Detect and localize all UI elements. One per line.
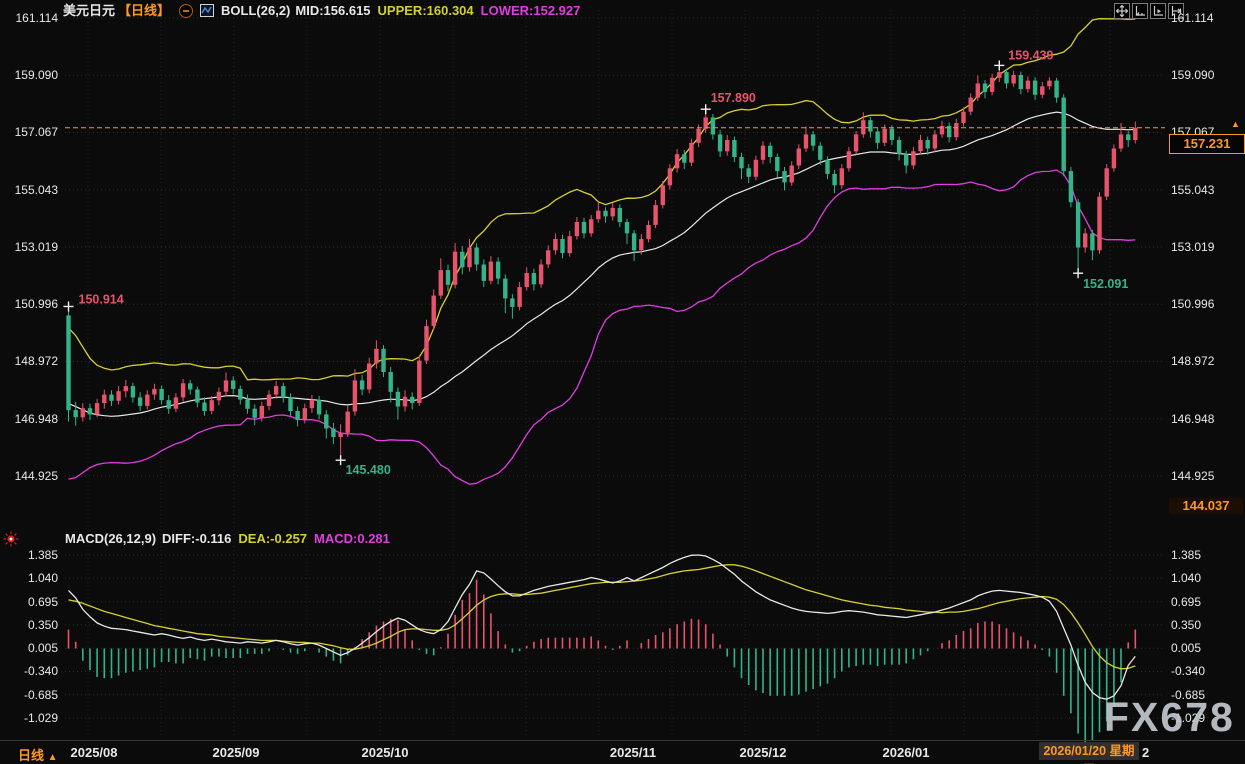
symbol-name: 美元日元 xyxy=(63,3,116,18)
next-month-partial-label: 2 xyxy=(1142,745,1150,760)
axis-tick-label: 159.090 xyxy=(14,68,58,82)
price-pointer-icon: ▲ xyxy=(1231,119,1240,129)
current-price-box: 157.231 xyxy=(1169,134,1245,154)
axis-tick-label: 150.996 xyxy=(1171,297,1215,311)
time-axis-divider xyxy=(0,740,1245,741)
pan-tool-icon[interactable] xyxy=(1114,3,1130,19)
macd-diff-value: DIFF:-0.116 xyxy=(162,531,232,546)
axis-tick-label: -1.029 xyxy=(23,711,58,725)
axis-tick-label: 153.019 xyxy=(1171,240,1215,254)
swing-annotation: 145.480 xyxy=(346,463,391,477)
axis-tick-label: 1.040 xyxy=(1171,571,1202,585)
axis-tick-label: 1.385 xyxy=(1171,548,1202,562)
period-arrow-icon: ▲ xyxy=(47,752,58,763)
axis-tick-label: 0.350 xyxy=(27,618,58,632)
macd-params: MACD(26,12,9) xyxy=(65,531,157,546)
axis-tick-label: 0.350 xyxy=(1171,618,1202,632)
axis-tick-label: 157.067 xyxy=(14,125,58,139)
axis-tick-label: 0.695 xyxy=(1171,595,1202,609)
axis-tick-label: 161.114 xyxy=(1171,11,1214,25)
x-axis-label: 2025/09 xyxy=(212,745,260,760)
macd-macd-value: MACD:0.281 xyxy=(314,531,390,546)
axis-tick-label: 148.972 xyxy=(14,354,58,368)
axis-tick-label: -0.340 xyxy=(1171,664,1206,678)
axis-tick-label: 0.005 xyxy=(27,641,58,655)
axis-tick-label: 146.948 xyxy=(14,412,58,426)
axis-tick-label: 150.996 xyxy=(14,297,58,311)
chart-header: 美元日元 【日线】 BOLL(26,2) MID:156.615 UPPER:16… xyxy=(63,3,580,18)
expand-time-axis-icon[interactable] xyxy=(1150,3,1166,19)
chart-toolbar xyxy=(1112,3,1184,19)
range-low-bound-label: 144.037 xyxy=(1169,498,1243,514)
axis-tick-label: 148.972 xyxy=(1171,354,1215,368)
boll-lower-value: LOWER:152.927 xyxy=(480,3,581,18)
swing-annotation: 150.914 xyxy=(79,293,124,307)
circle-minus-icon[interactable] xyxy=(179,3,194,18)
macd-header: MACD(26,12,9) DIFF:-0.116 DEA:-0.257 MAC… xyxy=(65,531,390,546)
reset-scale-icon[interactable] xyxy=(1168,3,1184,19)
swing-annotation: 159.439 xyxy=(1008,48,1053,62)
axis-tick-label: 0.695 xyxy=(27,595,58,609)
watermark: FX678 xyxy=(1104,694,1235,740)
axis-tick-label: -0.685 xyxy=(1171,688,1206,702)
period-label: 日线 xyxy=(18,748,45,763)
axis-tick-label: 1.040 xyxy=(27,571,58,585)
x-axis-label: 2025/12 xyxy=(739,745,787,760)
axis-tick-label: 144.925 xyxy=(1171,469,1215,483)
crosshair-date-box: 2026/01/20 星期二 xyxy=(1039,742,1139,764)
compress-time-axis-icon[interactable] xyxy=(1132,3,1148,19)
axis-tick-label: 144.925 xyxy=(14,469,58,483)
axis-tick-label: 155.043 xyxy=(1171,183,1215,197)
axis-tick-label: 155.043 xyxy=(14,183,58,197)
axis-tick-label: 0.005 xyxy=(1171,641,1202,655)
macd-dea-value: DEA:-0.257 xyxy=(238,531,308,546)
boll-upper-value: UPPER:160.304 xyxy=(377,3,474,18)
swing-annotation: 152.091 xyxy=(1083,277,1128,291)
axis-tick-label: 161.114 xyxy=(15,11,59,25)
boll-mid-value: MID:156.615 xyxy=(295,3,371,18)
axis-tick-label: 153.019 xyxy=(14,240,58,254)
live-indicator-icon[interactable] xyxy=(3,531,19,547)
axis-tick-label: -1.029 xyxy=(1171,711,1206,725)
period-tag: 【日线】 xyxy=(118,3,171,18)
swing-annotation: 157.890 xyxy=(711,91,756,105)
period-selector[interactable]: 日线 ▲ xyxy=(18,745,58,764)
x-axis-label: 2025/11 xyxy=(609,745,657,760)
axis-tick-label: -0.685 xyxy=(23,688,58,702)
axis-tick-label: 146.948 xyxy=(1171,412,1215,426)
axis-tick-label: 159.090 xyxy=(1171,68,1215,82)
indicator-chart-icon[interactable] xyxy=(200,4,215,17)
axis-tick-label: 1.385 xyxy=(27,548,58,562)
x-axis-label: 2025/08 xyxy=(70,745,118,760)
axis-tick-label: -0.340 xyxy=(23,664,58,678)
x-axis-label: 2026/01 xyxy=(882,745,930,760)
boll-params: BOLL(26,2) xyxy=(221,3,291,18)
x-axis-label: 2025/10 xyxy=(361,745,409,760)
